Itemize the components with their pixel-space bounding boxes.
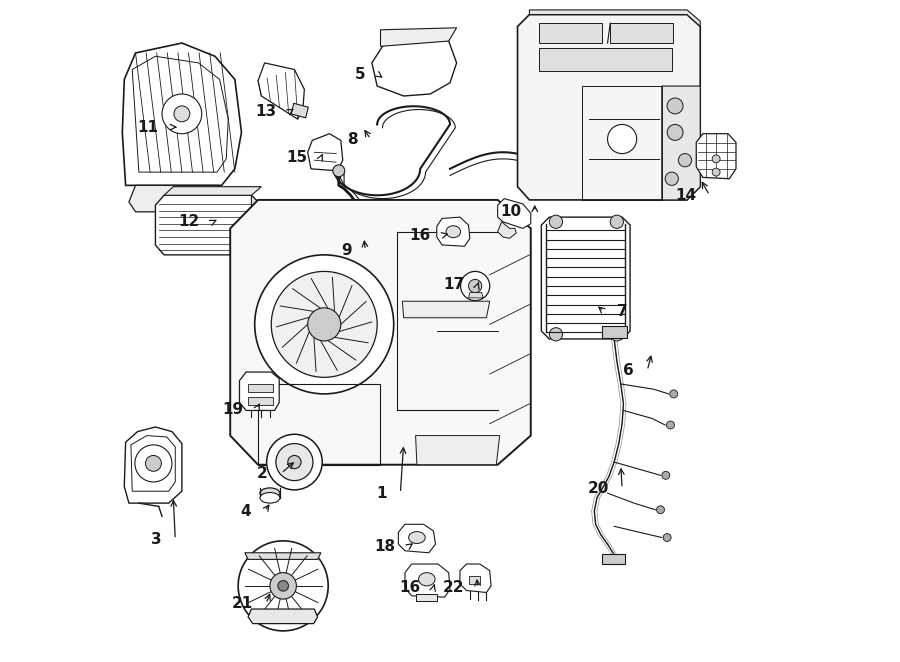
Polygon shape [124, 427, 182, 503]
Circle shape [238, 541, 328, 631]
Circle shape [135, 445, 172, 482]
Text: 15: 15 [286, 150, 308, 165]
Polygon shape [498, 199, 531, 228]
Circle shape [271, 271, 377, 377]
Text: 16: 16 [399, 581, 420, 595]
Circle shape [667, 98, 683, 114]
Circle shape [679, 154, 691, 167]
Circle shape [549, 215, 562, 228]
Circle shape [461, 271, 490, 301]
Circle shape [174, 106, 190, 122]
Polygon shape [239, 372, 279, 410]
Circle shape [288, 455, 301, 469]
Text: 6: 6 [624, 363, 634, 378]
Circle shape [656, 506, 664, 514]
Polygon shape [156, 195, 261, 255]
Text: 9: 9 [341, 243, 352, 258]
Bar [610, 23, 673, 43]
Ellipse shape [260, 493, 280, 503]
Circle shape [469, 279, 482, 293]
Bar [416, 594, 436, 601]
Text: 2: 2 [257, 466, 268, 481]
Circle shape [712, 168, 720, 176]
Text: 19: 19 [222, 402, 244, 416]
Circle shape [146, 455, 161, 471]
Polygon shape [518, 15, 700, 200]
Circle shape [308, 308, 341, 341]
Polygon shape [381, 28, 456, 46]
Text: 7: 7 [616, 304, 627, 318]
Polygon shape [308, 134, 343, 171]
Text: 22: 22 [443, 581, 464, 595]
Bar [602, 326, 627, 338]
Polygon shape [416, 436, 500, 465]
Bar [602, 554, 626, 564]
Text: 13: 13 [256, 104, 276, 118]
Circle shape [608, 124, 636, 154]
Polygon shape [245, 553, 321, 559]
Circle shape [663, 534, 671, 542]
Circle shape [670, 390, 678, 398]
Circle shape [278, 581, 289, 591]
Polygon shape [405, 564, 450, 597]
Bar [539, 48, 671, 71]
Polygon shape [542, 217, 630, 339]
Circle shape [549, 328, 562, 341]
Polygon shape [372, 32, 456, 96]
Polygon shape [164, 187, 261, 195]
Circle shape [270, 573, 296, 599]
Polygon shape [258, 63, 304, 119]
Text: 5: 5 [355, 68, 365, 82]
Text: 20: 20 [588, 481, 609, 496]
Polygon shape [291, 103, 309, 118]
Polygon shape [662, 86, 700, 200]
Text: 16: 16 [409, 228, 430, 242]
Polygon shape [436, 217, 470, 246]
Polygon shape [230, 200, 531, 465]
Circle shape [667, 421, 674, 429]
Ellipse shape [409, 532, 425, 544]
Polygon shape [399, 524, 436, 553]
Ellipse shape [418, 573, 435, 586]
Bar [539, 23, 602, 43]
Circle shape [276, 444, 313, 481]
Bar [469, 576, 481, 584]
Text: 1: 1 [376, 486, 387, 500]
Text: 18: 18 [374, 539, 396, 553]
Text: 11: 11 [138, 120, 158, 134]
Text: 3: 3 [151, 532, 162, 547]
Bar [248, 384, 274, 392]
Polygon shape [122, 43, 241, 185]
Text: 4: 4 [241, 504, 251, 518]
Circle shape [712, 155, 720, 163]
Polygon shape [697, 134, 736, 179]
Text: 21: 21 [231, 596, 253, 611]
Polygon shape [498, 222, 517, 238]
Bar [248, 397, 274, 405]
Text: 17: 17 [444, 277, 464, 292]
Polygon shape [129, 185, 225, 212]
Polygon shape [469, 293, 483, 298]
Circle shape [665, 172, 679, 185]
Text: 14: 14 [675, 188, 697, 203]
Circle shape [662, 471, 670, 479]
Polygon shape [251, 195, 261, 255]
Circle shape [162, 94, 202, 134]
Text: 10: 10 [500, 205, 521, 219]
Ellipse shape [446, 226, 461, 238]
Circle shape [255, 255, 393, 394]
Polygon shape [402, 301, 490, 318]
Circle shape [266, 434, 322, 490]
Polygon shape [248, 609, 318, 624]
Circle shape [610, 328, 624, 341]
Circle shape [610, 215, 624, 228]
Polygon shape [529, 10, 700, 26]
Text: 8: 8 [346, 132, 357, 146]
Text: 12: 12 [178, 214, 200, 229]
Circle shape [333, 165, 345, 177]
Polygon shape [460, 564, 491, 592]
Ellipse shape [260, 488, 280, 498]
Circle shape [667, 124, 683, 140]
